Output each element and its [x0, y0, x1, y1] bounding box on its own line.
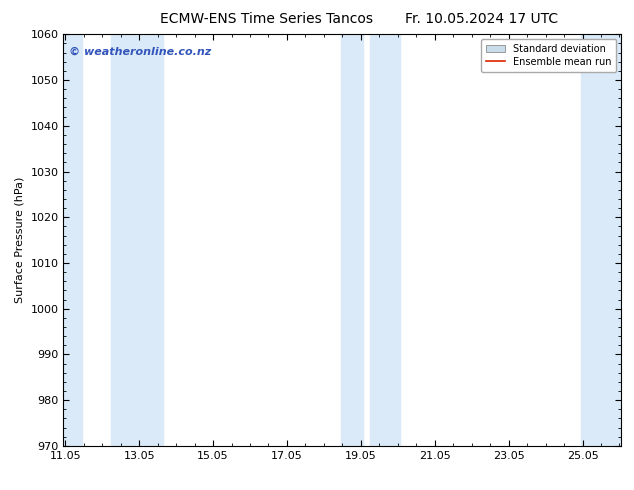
Legend: Standard deviation, Ensemble mean run: Standard deviation, Ensemble mean run: [481, 39, 616, 72]
Bar: [63, 34, 82, 446]
Bar: [370, 34, 399, 446]
Bar: [340, 34, 363, 446]
Text: Fr. 10.05.2024 17 UTC: Fr. 10.05.2024 17 UTC: [405, 12, 559, 26]
Bar: [581, 34, 621, 446]
Y-axis label: Surface Pressure (hPa): Surface Pressure (hPa): [15, 177, 25, 303]
Text: © weatheronline.co.nz: © weatheronline.co.nz: [69, 47, 211, 57]
Text: ECMW-ENS Time Series Tancos: ECMW-ENS Time Series Tancos: [160, 12, 373, 26]
Bar: [112, 34, 163, 446]
